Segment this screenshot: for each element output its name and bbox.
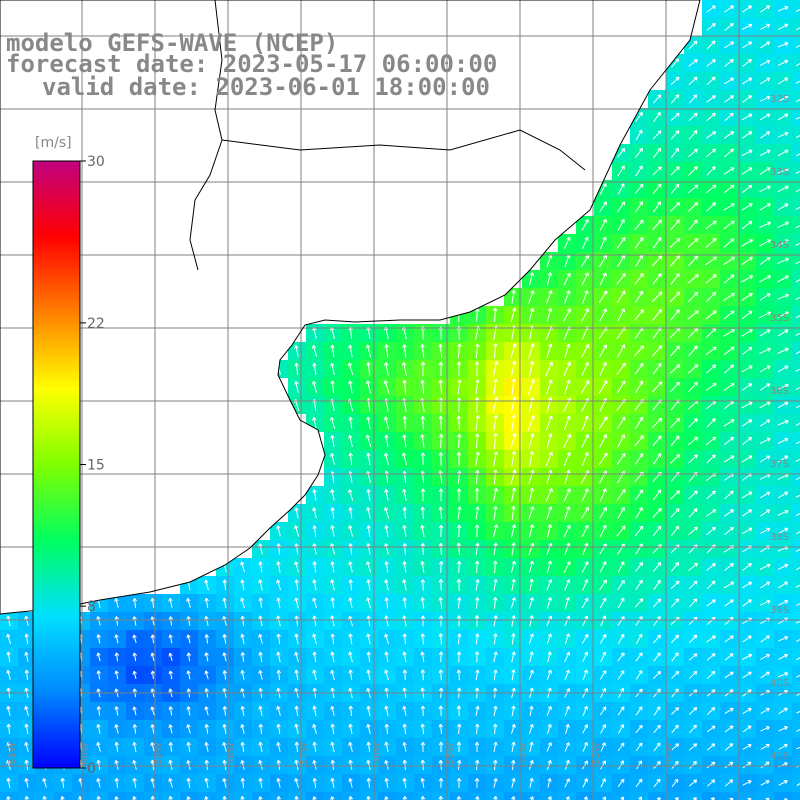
wind-cell — [576, 792, 594, 800]
wind-cell — [792, 306, 800, 324]
wind-cell — [666, 792, 684, 800]
longitude-label: 58W — [226, 742, 237, 765]
title-valid-date: valid date: 2023-06-01 18:00:00 — [42, 75, 490, 99]
wind-cell — [792, 36, 800, 54]
wind-cell — [126, 792, 144, 800]
wind-cell — [540, 792, 558, 800]
wind-cell — [792, 540, 800, 558]
wind-cell — [792, 774, 800, 792]
latitude-label: 32S — [770, 94, 789, 105]
colorbar-unit-label: [m/s] — [35, 135, 72, 151]
wind-cell — [54, 792, 72, 800]
wind-cell — [0, 792, 18, 800]
wind-cell — [378, 792, 396, 800]
wind-cell — [792, 162, 800, 180]
wind-cell — [792, 234, 800, 252]
wind-cell — [792, 198, 800, 216]
wind-cell — [792, 216, 800, 234]
latitude-label: 37S — [770, 459, 789, 470]
wind-cell — [324, 792, 342, 800]
longitude-label: 56W — [372, 742, 383, 765]
wind-cell — [180, 792, 198, 800]
wind-cell — [792, 648, 800, 666]
wind-cell — [792, 612, 800, 630]
colorbar-tick-label: 22 — [87, 316, 105, 332]
wind-cell — [792, 522, 800, 540]
wind-cell — [792, 504, 800, 522]
wind-cell — [792, 342, 800, 360]
latitude-label: 35S — [770, 313, 789, 324]
wind-cell — [792, 576, 800, 594]
colorbar-ramp — [33, 161, 80, 768]
wind-cell — [792, 630, 800, 648]
wind-cell — [792, 126, 800, 144]
wind-cell — [792, 288, 800, 306]
wind-cell — [792, 90, 800, 108]
latitude-label: 36S — [770, 386, 789, 397]
wind-cell — [72, 792, 90, 800]
wind-cell — [792, 270, 800, 288]
wind-cell — [792, 0, 800, 18]
latitude-label: 39S — [770, 605, 789, 616]
wind-cell — [306, 792, 324, 800]
wind-cell — [792, 360, 800, 378]
colorbar-tick-label: 8 — [87, 599, 96, 615]
wind-cell — [252, 792, 270, 800]
longitude-label: 61W — [7, 742, 18, 765]
longitude-label: 53W — [591, 742, 602, 765]
wind-cell — [774, 792, 792, 800]
wind-cell — [792, 414, 800, 432]
wind-cell — [792, 738, 800, 756]
longitude-label: 57W — [299, 742, 310, 765]
latitude-label: 34S — [770, 240, 789, 251]
wind-cell — [684, 792, 702, 800]
wind-cell — [792, 432, 800, 450]
wind-cell — [792, 756, 800, 774]
longitude-label: 54W — [518, 742, 529, 765]
wind-cell — [738, 792, 756, 800]
wind-cell — [792, 378, 800, 396]
wind-cell — [792, 792, 800, 800]
wind-cell — [792, 324, 800, 342]
colorbar-tick-label: 0 — [87, 761, 96, 777]
wind-cell — [792, 396, 800, 414]
wind-cell — [792, 180, 800, 198]
colorbar-tick-label: 30 — [87, 154, 105, 170]
colorbar-tick-label: 15 — [87, 458, 105, 474]
wind-cell — [792, 486, 800, 504]
wind-cell — [720, 792, 738, 800]
latitude-label: 41S — [770, 751, 789, 762]
wind-cell — [792, 720, 800, 738]
wind-cell — [558, 792, 576, 800]
wind-cell — [792, 594, 800, 612]
latitude-label: 40S — [770, 678, 789, 689]
wind-cell — [792, 18, 800, 36]
latitude-label: 33S — [770, 167, 789, 178]
wind-cell — [792, 450, 800, 468]
longitude-label: 52W — [664, 742, 675, 765]
longitude-label: 55W — [445, 742, 456, 765]
latitude-label: 38S — [770, 532, 789, 543]
wind-cell — [792, 72, 800, 90]
wind-cell — [792, 702, 800, 720]
longitude-label: 59W — [153, 742, 164, 765]
wind-cell — [198, 792, 216, 800]
wind-cell — [792, 54, 800, 72]
wind-cell — [792, 108, 800, 126]
wind-cell — [756, 792, 774, 800]
wind-cell — [792, 144, 800, 162]
wind-cell — [792, 558, 800, 576]
wind-cell — [792, 468, 800, 486]
wind-cell — [792, 666, 800, 684]
wind-cell — [522, 792, 540, 800]
